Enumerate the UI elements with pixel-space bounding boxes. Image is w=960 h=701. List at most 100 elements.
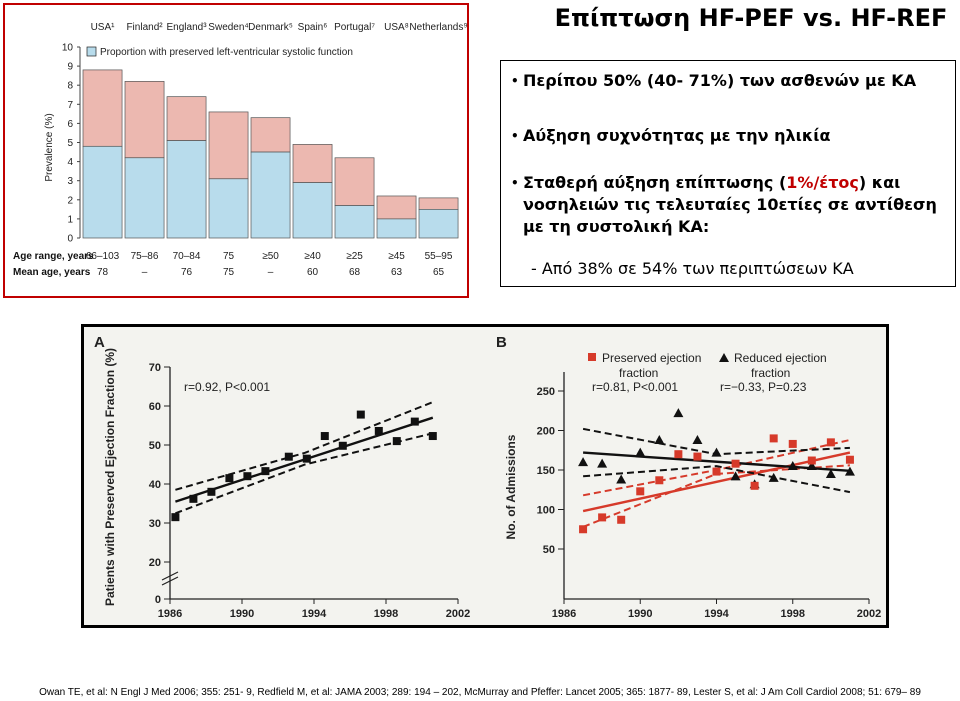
legend-swatch bbox=[86, 46, 97, 57]
x-tick-label: 1990 bbox=[628, 608, 652, 620]
data-point bbox=[844, 466, 855, 476]
legend-label: Preserved ejection fraction bbox=[602, 351, 701, 380]
y-tick-label: 9 bbox=[67, 62, 73, 73]
data-point bbox=[428, 432, 437, 441]
y-tick-label: 50 bbox=[543, 544, 555, 556]
data-point bbox=[788, 439, 797, 448]
citation: Owan TE, et al: N Engl J Med 2006; 355: … bbox=[39, 687, 921, 698]
bar-preserved bbox=[82, 145, 123, 239]
bar-preserved bbox=[376, 218, 417, 239]
data-point bbox=[171, 513, 180, 522]
bullet-text: ) και νοσηλειών τις τελευταίες 10ετίες σ… bbox=[523, 173, 937, 236]
age-range-value: ≥40 bbox=[304, 251, 321, 262]
y-tick-label: 70 bbox=[149, 362, 161, 374]
data-point bbox=[225, 474, 234, 483]
data-point bbox=[617, 515, 626, 524]
bar-total bbox=[250, 117, 291, 153]
age-range-value: ≥45 bbox=[388, 251, 405, 262]
bar-preserved bbox=[124, 157, 165, 239]
trend-figure: A 0 20 30 40 50 60 70 1986 1990 1994 1998 2002 Patien… bbox=[81, 324, 889, 628]
axis-break bbox=[161, 576, 179, 586]
mean-age-value: 63 bbox=[391, 267, 403, 278]
y-tick-label: 1 bbox=[67, 214, 73, 225]
bar-total bbox=[208, 111, 249, 180]
data-point bbox=[374, 426, 383, 435]
y-tick-label: 5 bbox=[67, 138, 73, 149]
bar-preserved bbox=[166, 140, 207, 239]
category-label: Spain⁶ bbox=[298, 22, 328, 33]
bullet-box: • Περίπου 50% (40- 71%) των ασθενών με ΚΑ… bbox=[500, 60, 956, 287]
mean-age-value: – bbox=[268, 267, 274, 278]
category-label: Netherlands⁹ bbox=[409, 22, 467, 33]
bullet-text: Αύξηση συχνότητας με την ηλικία bbox=[523, 126, 831, 145]
data-point bbox=[392, 437, 401, 446]
category-label: Denmark⁵ bbox=[248, 22, 293, 33]
data-point bbox=[731, 459, 740, 468]
data-point bbox=[769, 434, 778, 443]
ci-lower-line bbox=[175, 432, 434, 515]
ci-upper-line bbox=[175, 401, 434, 491]
data-point bbox=[356, 410, 365, 419]
age-range-value: 66–103 bbox=[86, 251, 120, 262]
y-axis-label: No. of Admissions bbox=[504, 434, 518, 539]
data-point bbox=[655, 476, 664, 485]
prevalence-figure: 0 1 2 3 4 5 6 7 8 9 10 Prevalence (%) Proportion wit… bbox=[3, 3, 469, 298]
y-tick-label: 20 bbox=[149, 557, 161, 569]
bar-total bbox=[292, 144, 333, 183]
x-tick-label: 1998 bbox=[781, 608, 805, 620]
mean-age-value: 68 bbox=[349, 267, 361, 278]
data-point bbox=[410, 417, 419, 426]
y-tick-label: 8 bbox=[67, 81, 73, 92]
y-tick-label: 40 bbox=[149, 479, 161, 491]
data-point bbox=[693, 452, 702, 461]
bar-preserved bbox=[208, 178, 249, 239]
y-tick-label: 100 bbox=[537, 505, 555, 517]
data-point bbox=[712, 467, 721, 476]
data-point bbox=[692, 434, 703, 444]
panel-letter: A bbox=[94, 334, 105, 351]
x-tick-label: 1986 bbox=[552, 608, 576, 620]
y-tick-label: 60 bbox=[149, 401, 161, 413]
age-range-value: 70–84 bbox=[173, 251, 201, 262]
fit-line bbox=[582, 451, 851, 513]
data-point bbox=[636, 487, 645, 496]
bar-preserved bbox=[250, 151, 291, 239]
data-point bbox=[635, 447, 646, 457]
mean-age-value: – bbox=[142, 267, 148, 278]
y-tick-label: 250 bbox=[537, 386, 555, 398]
y-tick-label: 7 bbox=[67, 100, 73, 111]
y-tick-label: 10 bbox=[62, 43, 74, 54]
y-axis-label: Patients with Preserved Ejection Fractio… bbox=[103, 348, 117, 606]
y-tick-label: 150 bbox=[537, 465, 555, 477]
data-point bbox=[320, 432, 329, 441]
age-range-label: Age range, years bbox=[13, 251, 94, 262]
legend-swatch bbox=[588, 353, 596, 361]
sub-bullet: - Από 38% σε 54% των περιπτώσεων ΚΑ bbox=[531, 259, 854, 278]
data-point bbox=[787, 461, 798, 471]
data-point bbox=[826, 438, 835, 447]
bullet-text: Σταθερή αύξηση επίπτωσης ( bbox=[523, 173, 787, 192]
bullet-item: • Περίπου 50% (40- 71%) των ασθενών με ΚΑ bbox=[511, 70, 951, 92]
y-tick-label: 50 bbox=[149, 440, 161, 452]
correlation-annotation: r=0.92, P<0.001 bbox=[184, 380, 270, 394]
data-point bbox=[616, 474, 627, 484]
y-tick-label: 0 bbox=[67, 234, 73, 245]
bullet-highlight: 1%/έτος bbox=[786, 173, 859, 192]
data-point bbox=[302, 454, 311, 463]
bar-total bbox=[124, 81, 165, 159]
legend-label: Reduced ejection fraction bbox=[734, 351, 827, 380]
data-point bbox=[597, 458, 608, 468]
data-point bbox=[654, 434, 665, 444]
bar-total bbox=[376, 195, 417, 220]
bar-preserved bbox=[292, 182, 333, 239]
age-range-value: ≥25 bbox=[346, 251, 363, 262]
data-point bbox=[578, 457, 589, 467]
x-tick-label: 1990 bbox=[230, 608, 254, 620]
fit-line bbox=[583, 451, 850, 472]
bullet-item: • Σταθερή αύξηση επίπτωσης (1%/έτος) και … bbox=[511, 173, 937, 236]
legend-swatch bbox=[719, 353, 729, 362]
category-label: Sweden⁴ bbox=[208, 22, 248, 33]
bar-preserved bbox=[418, 209, 459, 239]
ci-lower-line bbox=[583, 465, 851, 494]
